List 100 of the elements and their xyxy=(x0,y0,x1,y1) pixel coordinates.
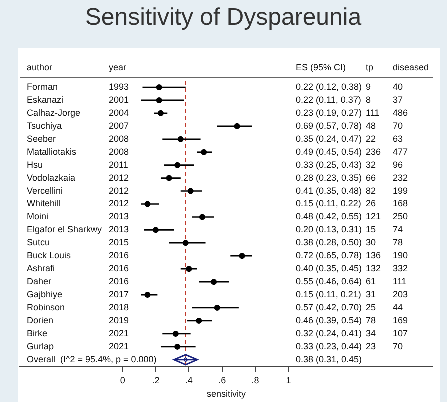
y-tick-label: Matalliotakis xyxy=(27,146,78,157)
annotation: 169 xyxy=(393,315,408,326)
annotation: 486 xyxy=(393,108,408,118)
point xyxy=(239,253,246,260)
y-tick-label: Eskanazi xyxy=(27,94,64,105)
text: ES (95% CI) xyxy=(296,62,346,72)
annotation: 0.20 (0.13, 0.31) xyxy=(296,224,362,235)
point xyxy=(158,110,164,116)
y-tick-label: Overall (I^2 = 95.4%, p = 0.000) xyxy=(27,354,157,364)
annotation: 0.38 (0.28, 0.50) xyxy=(296,238,362,248)
y-tick-label: Forman xyxy=(27,82,58,92)
annotation: 0.46 (0.39, 0.54) xyxy=(296,315,362,326)
annotation: 70 xyxy=(393,120,404,131)
annotation: 2021 xyxy=(109,341,130,352)
y-tick-label: Ashrafi xyxy=(27,264,56,274)
annotation: 190 xyxy=(393,250,408,261)
annotation: 2012 xyxy=(109,172,130,183)
annotation: 477 xyxy=(393,146,408,157)
annotation: 2012 xyxy=(109,186,130,196)
y-tick-label: Vodolazkaia xyxy=(27,172,76,183)
x-tick-label: 1 xyxy=(286,375,292,386)
point xyxy=(153,227,160,234)
annotation: 0.55 (0.46, 0.64) xyxy=(296,276,362,287)
annotation: 22 xyxy=(366,134,376,144)
y-tick-label: Gajbhiye xyxy=(27,290,63,300)
point xyxy=(144,201,151,208)
x-tick-label: 0 xyxy=(120,375,126,386)
annotation: 8 xyxy=(366,94,372,105)
point xyxy=(211,279,218,286)
annotation: 111 xyxy=(366,108,380,118)
annotation: 34 xyxy=(366,328,376,338)
annotation: 2015 xyxy=(109,238,130,248)
annotation: 0.72 (0.65, 0.78) xyxy=(296,250,362,261)
text: tp xyxy=(366,62,374,72)
annotation: 0.22 (0.11, 0.37) xyxy=(296,94,362,105)
annotation: 132 xyxy=(366,264,382,274)
annotation: 121 xyxy=(366,212,382,222)
annotation: 25 xyxy=(366,302,376,313)
annotation: 0.69 (0.57, 0.78) xyxy=(296,120,362,131)
annotation: 2016 xyxy=(109,264,130,274)
annotation: 236 xyxy=(366,146,382,157)
annotation: 232 xyxy=(393,172,408,183)
annotation: 0.49 (0.45, 0.54) xyxy=(296,146,362,157)
annotation: 0.23 (0.19, 0.27) xyxy=(296,108,362,118)
annotation: 2016 xyxy=(109,276,130,287)
x-axis-title: sensitivity xyxy=(206,389,246,400)
annotation: 26 xyxy=(366,198,376,209)
point xyxy=(172,330,179,337)
annotation: 66 xyxy=(366,172,376,183)
point xyxy=(188,188,194,194)
annotation: 2011 xyxy=(109,160,128,170)
chart-title: Sensitivity of Dyspareunia xyxy=(84,4,363,32)
point xyxy=(174,344,181,350)
annotation: 1993 xyxy=(109,82,130,92)
text: diseased xyxy=(393,62,430,72)
annotation: 0.32 (0.24, 0.41) xyxy=(296,328,362,338)
annotation: 2013 xyxy=(109,224,130,235)
point xyxy=(182,240,189,246)
y-tick-label: Gurlap xyxy=(27,341,54,352)
x-tick-label: .4 xyxy=(185,375,193,386)
annotation: 0.57 (0.42, 0.70) xyxy=(296,302,362,313)
annotation: 2008 xyxy=(109,146,130,157)
point xyxy=(196,318,202,324)
annotation: 0.38 (0.31, 0.45) xyxy=(296,354,362,364)
annotation: 250 xyxy=(393,212,408,222)
annotation: 203 xyxy=(393,290,408,300)
point xyxy=(234,123,240,130)
annotation: 0.35 (0.24, 0.47) xyxy=(296,134,362,144)
y-tick-label: Dorien xyxy=(27,315,54,326)
annotation: 0.33 (0.23, 0.44) xyxy=(296,341,362,352)
point xyxy=(178,136,184,142)
text: year xyxy=(109,62,127,72)
point xyxy=(201,149,208,156)
annotation: 2004 xyxy=(109,108,130,118)
annotation: 61 xyxy=(366,276,376,287)
point xyxy=(156,97,162,104)
annotation: 136 xyxy=(366,250,382,261)
y-tick-label: Calhaz-Jorge xyxy=(27,108,81,118)
point xyxy=(166,175,172,182)
annotation: 48 xyxy=(366,120,376,131)
point xyxy=(144,292,151,298)
annotation: 0.22 (0.12, 0.38) xyxy=(296,82,362,92)
annotation: 2021 xyxy=(109,328,130,338)
annotation: 70 xyxy=(393,341,404,352)
y-tick-label: Moini xyxy=(27,212,49,222)
annotation: 31 xyxy=(366,290,376,300)
annotation: 40 xyxy=(393,82,404,92)
annotation: 199 xyxy=(393,186,408,196)
annotation: 74 xyxy=(393,224,404,235)
annotation: 0.40 (0.35, 0.45) xyxy=(296,264,362,274)
annotation: 168 xyxy=(393,198,408,209)
annotation: 2008 xyxy=(109,134,130,144)
annotation: 96 xyxy=(393,160,404,170)
annotation: 111 xyxy=(393,276,407,287)
y-tick-label: Buck Louis xyxy=(27,250,72,261)
point xyxy=(186,266,192,272)
annotation: 2019 xyxy=(109,315,130,326)
annotation: 37 xyxy=(393,94,404,105)
y-tick-label: Birke xyxy=(27,328,48,338)
annotation: 2007 xyxy=(109,120,130,131)
